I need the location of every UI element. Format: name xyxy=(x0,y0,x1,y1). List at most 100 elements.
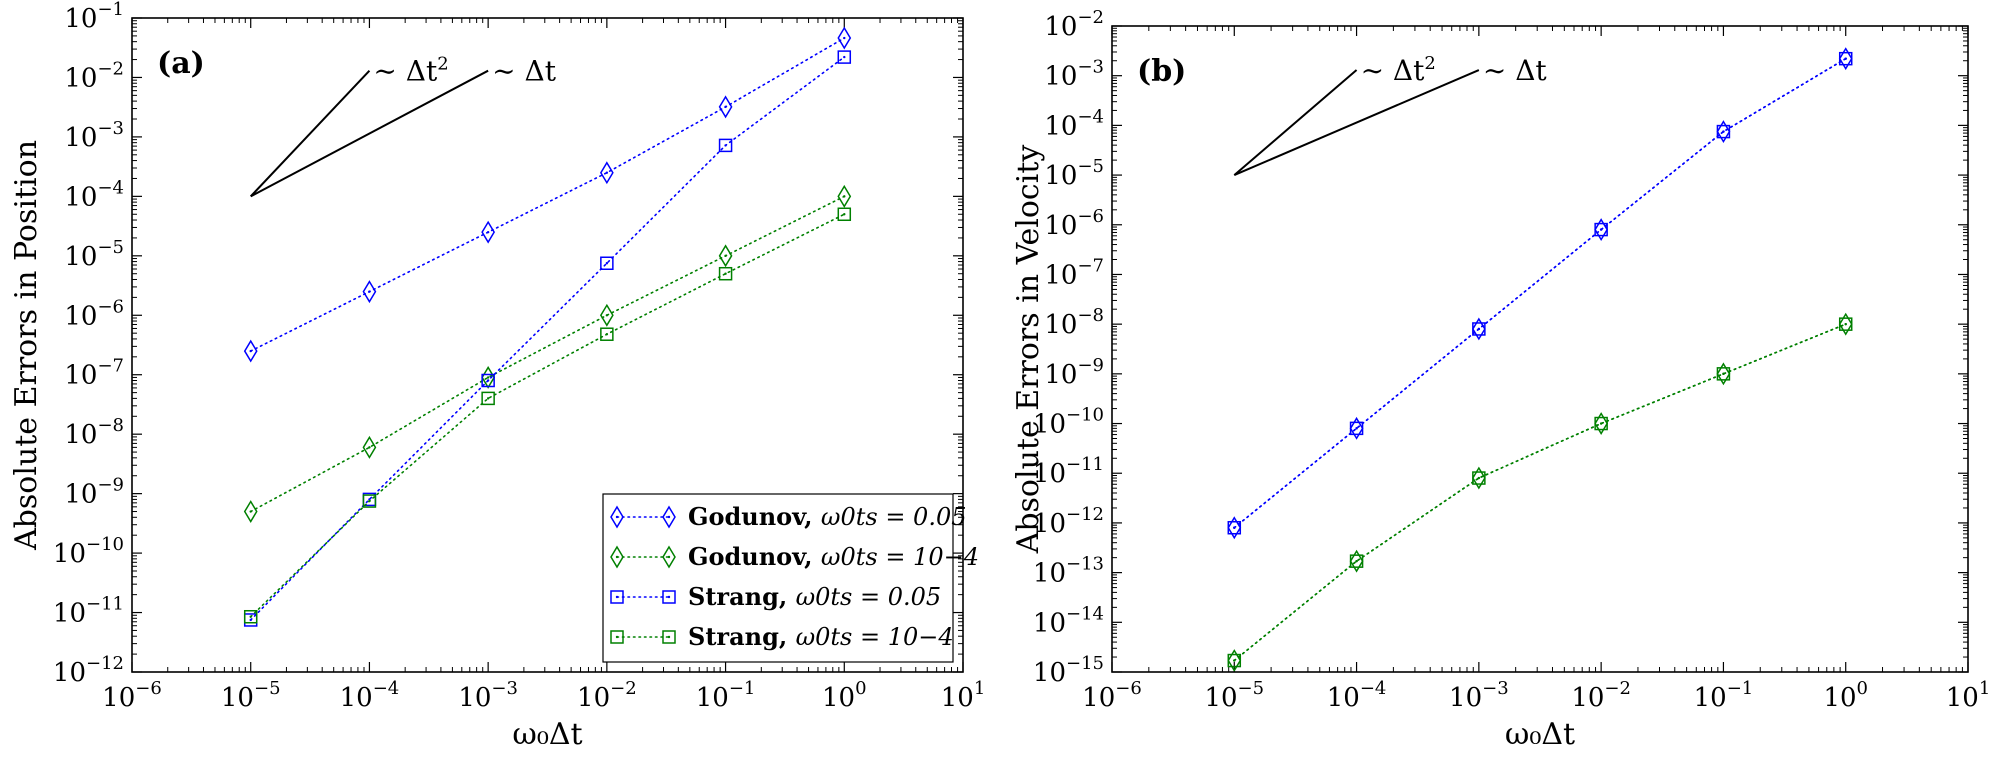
legend-entry-strang-t-10: Strang, ω0ts = 10−4 xyxy=(610,622,954,651)
x-tick-label: 10−3 xyxy=(458,678,518,713)
y-tick-label: 10−2 xyxy=(64,58,124,93)
data-point-square xyxy=(1349,554,1364,568)
data-point-square-center xyxy=(1722,130,1725,133)
data-point-diamond xyxy=(1594,412,1609,435)
data-point-diamond xyxy=(1349,416,1364,440)
data-point-square xyxy=(837,50,852,64)
legend-marker xyxy=(610,590,624,604)
data-point-square xyxy=(481,373,495,388)
data-point-diamond-center xyxy=(368,446,371,449)
x-tick-label: 10−1 xyxy=(1694,678,1754,713)
data-point-diamond-center xyxy=(605,171,609,174)
data-point-square xyxy=(600,327,614,341)
x-tick-label: 100 xyxy=(1823,678,1868,713)
data-point-diamond xyxy=(1716,120,1731,144)
data-point-diamond xyxy=(243,500,258,523)
legend-entry-strang-t-0-05: Strang, ω0ts = 0.05 xyxy=(610,582,941,611)
data-point-square-center xyxy=(486,397,490,400)
data-point-diamond xyxy=(599,303,614,327)
legend-box xyxy=(602,493,954,663)
data-point-diamond xyxy=(837,184,852,208)
y-axis-label: Absolute Errors in Velocity xyxy=(1011,145,1046,555)
y-tick-label: 10−10 xyxy=(53,534,124,569)
y-tick-label: 10−3 xyxy=(64,118,124,153)
legend: Godunov, ω0ts = 0.05 Godunov, ω0ts = 10−4… xyxy=(602,493,979,663)
panel-b-velocity-errors: 10−6 10−5 10−4 10−3 10−2 10−1 100 101 10−15 10−14… xyxy=(1011,7,1990,752)
legend-marker-center xyxy=(615,515,619,519)
data-point-diamond xyxy=(1716,362,1731,386)
x-tick-label: 101 xyxy=(941,678,986,713)
panel-a-position-errors: 10−6 10−5 10−4 10−3 10−2 10−1 100 10110−1210−11… xyxy=(9,0,985,752)
data-point-diamond-center xyxy=(486,230,490,234)
data-point-diamond xyxy=(1349,549,1364,573)
legend-label: Godunov, ω0ts = 0.05 xyxy=(688,502,967,531)
x-tick-label: 10−3 xyxy=(1449,678,1509,713)
x-tick-label: 10−1 xyxy=(696,678,756,713)
series-godunov-t-0-05 xyxy=(243,26,852,363)
data-point-square xyxy=(600,256,614,270)
data-point-square xyxy=(1838,51,1853,66)
data-point-square-center xyxy=(1599,228,1603,231)
series-strang-t-10 xyxy=(243,207,852,624)
y-tick-label: 10−14 xyxy=(1033,603,1104,638)
y-tick-label: 10−7 xyxy=(64,356,124,391)
data-point-square-center xyxy=(843,55,846,59)
data-point-diamond xyxy=(243,339,258,363)
data-point-square xyxy=(243,609,258,624)
data-point-square-center xyxy=(1477,327,1481,331)
series-godunov-t-10 xyxy=(243,184,852,523)
plot-frame xyxy=(1111,25,1969,673)
legend-entry-godunov-t-0-05: Godunov, ω0ts = 0.05 xyxy=(610,502,967,531)
y-tick-label: 10−9 xyxy=(1044,355,1104,390)
legend-marker xyxy=(662,590,676,604)
data-point-square-center xyxy=(724,272,727,275)
legend-marker xyxy=(610,630,624,644)
slope-guide-line xyxy=(1233,69,1358,176)
x-tick-label: 10−2 xyxy=(577,678,637,713)
x-tick-label: 10−5 xyxy=(221,678,281,713)
legend-marker-center xyxy=(615,635,619,639)
data-point-diamond-center xyxy=(724,254,727,258)
data-point-square-center xyxy=(1355,559,1358,563)
legend-marker xyxy=(662,505,676,529)
data-point-square-center xyxy=(1233,526,1236,529)
legend-label: Strang, ω0ts = 10−4 xyxy=(688,622,954,651)
legend-marker-center xyxy=(615,595,619,599)
slope-guide-label: ∼ Δt xyxy=(1483,54,1548,87)
data-point-square xyxy=(1227,520,1242,535)
data-point-diamond-center xyxy=(368,290,371,293)
slope-guide-label: ∼ Δt2 xyxy=(373,54,448,88)
y-axis-label: Absolute Errors in Position xyxy=(9,140,44,551)
y-tick-label: 10−5 xyxy=(1044,156,1104,191)
data-point-square-center xyxy=(1477,476,1481,480)
y-tick-label: 10−11 xyxy=(53,594,124,629)
data-point-diamond xyxy=(1838,47,1853,71)
axis-ticks xyxy=(1111,25,1969,673)
legend-marker-center xyxy=(667,555,671,559)
data-point-square xyxy=(481,391,495,406)
panel-label: (b) xyxy=(1137,54,1186,89)
series-line xyxy=(249,37,846,352)
series-line xyxy=(1233,323,1847,662)
legend-marker xyxy=(662,545,676,569)
data-point-square xyxy=(1472,471,1486,485)
data-point-diamond xyxy=(718,95,733,119)
data-point-square xyxy=(1716,124,1731,139)
legend-marker-center xyxy=(667,595,671,599)
data-point-diamond-center xyxy=(843,36,846,40)
plot-frame xyxy=(131,17,964,673)
y-tick-label: 10−1 xyxy=(64,0,124,34)
data-point-square-center xyxy=(368,499,371,503)
series-strang-t-10 xyxy=(1227,317,1853,668)
data-point-square-center xyxy=(605,333,609,336)
y-tick-label: 10−11 xyxy=(1033,454,1104,489)
data-point-square-center xyxy=(1722,372,1725,376)
series-line xyxy=(249,195,846,513)
x-tick-label: 100 xyxy=(822,678,867,713)
data-point-square xyxy=(1472,322,1486,336)
data-point-square xyxy=(362,494,377,508)
data-point-square xyxy=(1838,317,1853,331)
data-point-diamond xyxy=(1471,466,1486,490)
panel-label: (a) xyxy=(157,46,205,81)
